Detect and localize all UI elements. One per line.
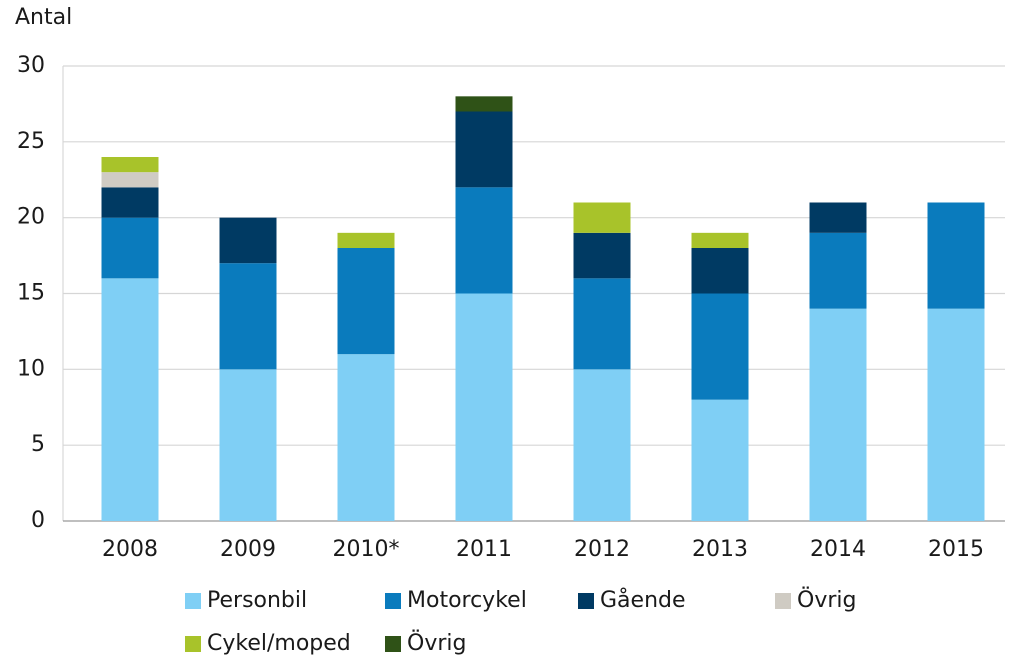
bar-segment: [337, 354, 395, 521]
y-tick-label: 20: [17, 205, 45, 230]
bar-segment: [691, 232, 749, 248]
bar-segment: [219, 369, 277, 521]
y-tick-label: 30: [17, 53, 45, 78]
bar-segment: [101, 157, 159, 173]
legend-label: Personbil: [207, 588, 307, 613]
bar-segment: [101, 217, 159, 279]
x-tick-label: 2008: [102, 537, 158, 562]
y-tick-label: 5: [31, 432, 45, 457]
bar-segment: [809, 232, 867, 309]
y-tick-label: 25: [17, 129, 45, 154]
bar-segment: [573, 369, 631, 521]
bar-segment: [455, 111, 513, 188]
bar-segment: [573, 232, 631, 279]
bar-segment: [927, 308, 985, 521]
bar-segment: [691, 293, 749, 400]
x-tick-label: 2013: [692, 537, 748, 562]
bar-segment: [573, 202, 631, 233]
x-tick-label: 2014: [810, 537, 866, 562]
bar-segment: [337, 248, 395, 355]
bar-segment: [927, 202, 985, 309]
legend-swatch: [185, 636, 201, 652]
legend-swatch: [385, 636, 401, 652]
x-tick-label: 2010*: [333, 537, 400, 562]
y-tick-label: 10: [17, 356, 45, 381]
bar-segment: [337, 232, 395, 248]
bar-segment: [455, 293, 513, 521]
legend-swatch: [385, 593, 401, 609]
bar-segment: [219, 263, 277, 370]
bar-segment: [809, 202, 867, 233]
legend-swatch: [185, 593, 201, 609]
legend-swatch: [578, 593, 594, 609]
bar-segment: [101, 278, 159, 521]
x-tick-label: 2011: [456, 537, 512, 562]
legend-label: Övrig: [797, 587, 856, 613]
x-tick-label: 2012: [574, 537, 630, 562]
bar-segment: [455, 96, 513, 112]
bar-segment: [809, 308, 867, 521]
y-tick-label: 0: [31, 508, 45, 533]
legend-swatch: [775, 593, 791, 609]
y-axis-label: Antal: [15, 5, 72, 30]
legend-label: Motorcykel: [407, 588, 527, 613]
bar-segment: [691, 399, 749, 521]
bar-segment: [691, 248, 749, 294]
bar-segment: [101, 172, 159, 188]
bar-segment: [219, 217, 277, 264]
x-tick-label: 2015: [928, 537, 984, 562]
legend-label: Cykel/moped: [207, 631, 351, 656]
bar-segment: [455, 187, 513, 294]
bar-segment: [101, 187, 159, 218]
legend-label: Gående: [600, 587, 686, 613]
legend-label: Övrig: [407, 630, 466, 656]
x-tick-label: 2009: [220, 537, 276, 562]
y-tick-label: 15: [17, 281, 45, 306]
bar-segment: [573, 278, 631, 370]
